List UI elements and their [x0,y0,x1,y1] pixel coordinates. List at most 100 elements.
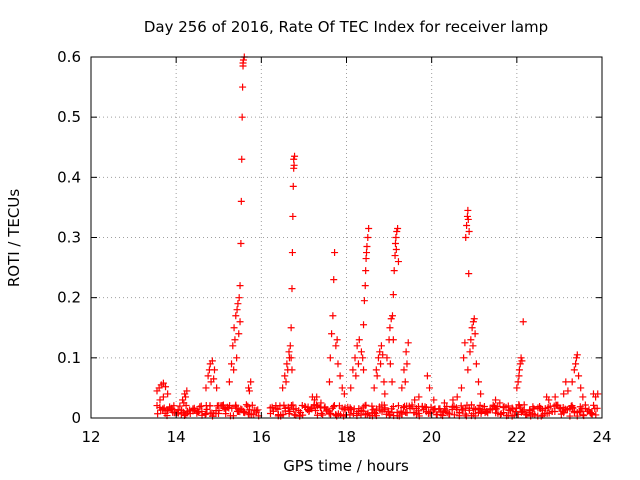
data-point [513,384,521,392]
data-point [381,390,389,398]
baseline-point [268,403,276,411]
baseline-point [450,411,458,419]
baseline-point [330,403,338,411]
data-point [460,354,468,362]
data-point [463,221,471,229]
data-point [282,378,290,386]
baseline-point [568,403,576,411]
data-point [363,243,371,251]
baseline-point [393,409,401,417]
data-point [162,383,170,391]
baseline-point [530,405,538,413]
data-point [464,206,472,214]
data-point [234,300,242,308]
data-point [462,234,470,241]
baseline-point [403,409,411,417]
data-point [504,402,512,410]
data-point [281,372,289,380]
data-point [229,342,237,350]
data-point [403,360,411,368]
data-point [330,276,338,284]
data-point [349,366,357,374]
data-point [340,390,348,398]
data-point [471,330,479,338]
data-point [288,249,296,257]
data-point [562,378,570,386]
data-point [388,312,396,320]
axis-ticks: 12 14 16 18 20 22 24 0 0.1 0.2 0.3 0.4 0.5 0.6 [57,48,611,446]
grid [91,57,602,418]
data-point [402,348,410,356]
baseline-point [248,401,256,409]
data-point [202,384,210,392]
data-point [354,360,362,368]
data-point [461,339,469,347]
data-point [475,378,483,386]
x-tick-label: 16 [252,428,271,446]
data-point [230,366,238,374]
data-point [400,366,408,374]
baseline-point [458,406,466,414]
data-point [288,366,296,374]
data-point [496,399,504,407]
data-point [572,354,580,362]
baseline-point [380,405,388,413]
baseline-point [242,401,250,409]
baseline-point [232,404,240,412]
data-point [313,393,321,401]
baseline-point [164,406,172,414]
data-point [470,315,478,323]
data-point [392,246,400,254]
data-point [468,324,476,332]
data-point [245,387,253,395]
data-point [333,336,341,344]
data-point [389,336,397,344]
chart-title: Day 256 of 2016, Rate Of TEC Index for r… [144,18,548,36]
data-point [347,384,355,392]
data-point [236,318,244,326]
baseline-point [480,402,488,410]
baseline-point [201,411,209,419]
baseline-point [280,401,288,409]
data-point [391,240,399,248]
baseline-point [176,402,184,410]
baseline-point [515,402,523,410]
data-point [182,393,190,401]
x-tick-label: 20 [422,428,441,446]
baseline-point [159,405,167,413]
data-point [180,399,188,407]
data-point [464,215,472,223]
data-point [398,384,406,392]
data-point [317,399,325,407]
data-point [210,375,218,383]
baseline-point [203,405,211,413]
baseline-point [590,401,598,409]
x-tick-label: 24 [592,428,611,446]
data-point [159,379,167,387]
baseline-point [196,403,204,411]
baseline-point [285,410,293,418]
data-point [469,342,477,350]
data-point [205,366,213,374]
data-point [239,83,247,91]
baseline-point [394,402,402,410]
data-point [233,306,241,314]
baseline-point [287,402,295,410]
data-point [467,336,475,344]
data-point [391,252,399,260]
data-point [551,393,559,401]
baseline-point [398,410,406,418]
data-point [572,360,580,368]
baseline-point [327,410,335,418]
data-point [362,255,370,263]
baseline-point [562,406,570,414]
data-point [449,396,457,404]
baseline-point [443,402,451,410]
y-axis-label: ROTI / TECUs [5,189,23,287]
data-point [577,384,585,392]
baseline-point [537,412,545,420]
data-point [237,197,245,205]
data-point [453,393,461,401]
data-point [357,348,365,356]
